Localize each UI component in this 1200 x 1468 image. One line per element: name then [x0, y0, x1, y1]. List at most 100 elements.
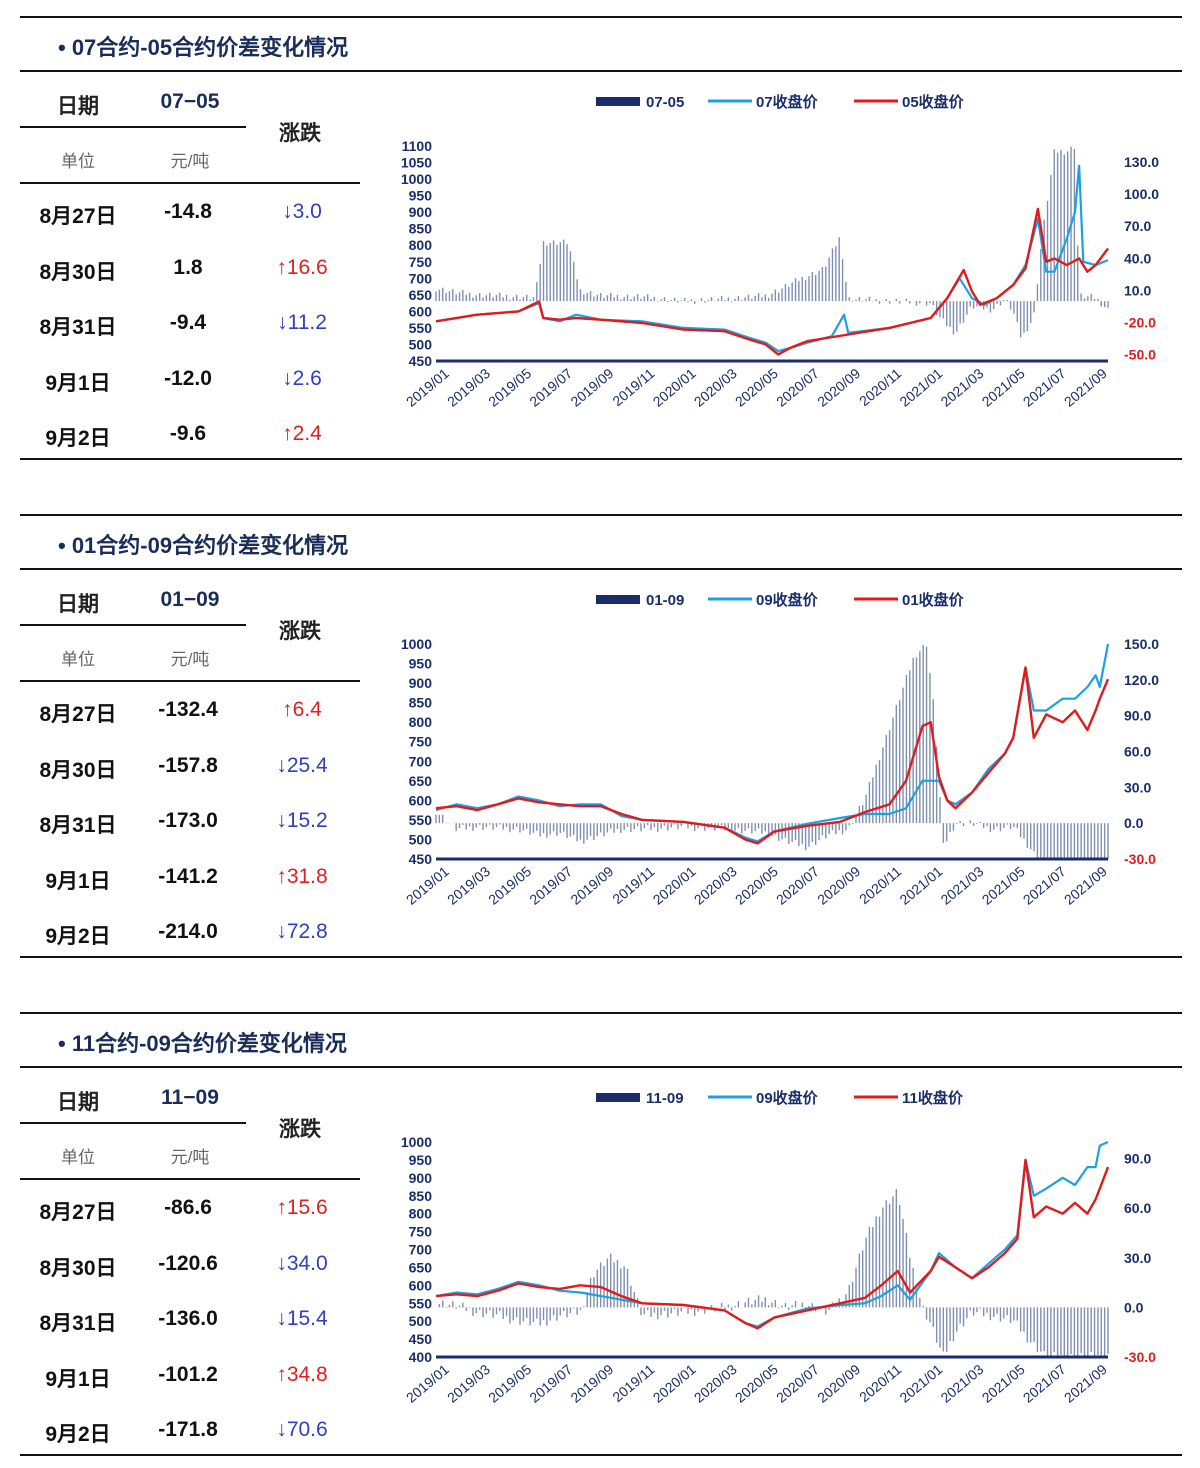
row-date: 8月27日: [39, 205, 117, 228]
header-spread: 01−09: [160, 588, 220, 611]
header-date: 日期: [57, 1091, 99, 1114]
right-axis-tick: 0.0: [1124, 1299, 1144, 1315]
x-axis-tick: 2019/01: [403, 863, 452, 908]
left-axis-tick: 950: [409, 656, 433, 672]
x-axis-tick: 2021/01: [896, 1361, 945, 1406]
header-unit-label: 单位: [61, 650, 95, 669]
header-change: 涨跌: [279, 1118, 321, 1141]
legend-blue-label: 07收盘价: [756, 93, 819, 111]
x-axis-tick: 2020/05: [732, 1361, 781, 1406]
left-axis-tick: 900: [409, 204, 433, 220]
section-title: • 11合约-09合约价差变化情况: [58, 1031, 347, 1056]
x-axis-tick: 2020/07: [773, 365, 822, 410]
row-change: ↓15.2: [252, 809, 352, 833]
x-axis-tick-group: 2021/05: [979, 1361, 1028, 1406]
x-axis-tick-group: 2021/05: [979, 863, 1028, 908]
legend-bar-label: 07-05: [646, 94, 684, 111]
x-axis-tick: 2019/09: [567, 863, 616, 908]
left-axis-tick: 600: [409, 1277, 433, 1293]
x-axis-tick: 2020/11: [856, 863, 904, 907]
right-axis-tick: 30.0: [1124, 779, 1151, 795]
left-axis-tick: 450: [409, 1331, 433, 1347]
change-value: 15.4: [286, 1307, 328, 1330]
change-value: 3.0: [292, 200, 322, 223]
series-line-red: [435, 1158, 1110, 1330]
left-axis-tick: 800: [409, 237, 433, 253]
arrow-down-icon: ↓: [282, 366, 293, 390]
left-axis-tick: 850: [409, 221, 433, 237]
x-axis-tick: 2021/07: [1020, 863, 1069, 908]
row-change: ↓3.0: [252, 200, 352, 224]
change-value: 72.8: [286, 920, 328, 943]
left-axis-tick: 1000: [401, 1134, 432, 1150]
row-value: -136.0: [158, 1307, 218, 1330]
change-value: 6.4: [292, 698, 322, 721]
x-axis-tick-group: 2021/09: [1061, 863, 1110, 908]
change-value: 2.6: [292, 366, 322, 390]
x-axis-tick-group: 2019/01: [403, 1361, 452, 1406]
row-date: 8月30日: [39, 260, 117, 284]
row-change: ↑2.4: [252, 422, 352, 446]
right-axis-tick: -30.0: [1124, 851, 1156, 867]
x-axis-tick: 2020/05: [732, 365, 781, 410]
x-axis-tick: 2020/03: [691, 1361, 740, 1406]
spread-bars: [435, 146, 1109, 338]
x-axis-tick-group: 2019/01: [403, 365, 452, 410]
left-axis-tick: 1050: [401, 155, 432, 171]
arrow-down-icon: ↓: [276, 1251, 287, 1275]
spread-bars: [435, 645, 1109, 859]
section-title-bar: • 11合约-09合约价差变化情况: [20, 1012, 1182, 1068]
x-axis-tick: 2019/11: [609, 863, 657, 907]
left-axis-tick: 950: [409, 188, 433, 204]
row-change: ↑6.4: [252, 698, 352, 722]
x-axis-tick-group: 2021/05: [979, 365, 1028, 410]
x-axis-tick: 2021/05: [979, 365, 1028, 410]
legend-red-label: 05收盘价: [902, 93, 965, 111]
row-value: -86.6: [164, 1196, 212, 1219]
left-axis-tick: 500: [409, 336, 433, 352]
change-value: 16.6: [286, 255, 328, 279]
x-axis-tick-group: 2020/11: [856, 1361, 904, 1405]
arrow-up-icon: ↑: [282, 698, 293, 721]
left-axis-tick: 650: [409, 287, 433, 303]
right-axis-tick: 40.0: [1124, 250, 1151, 266]
x-axis-tick: 2020/07: [773, 863, 822, 908]
section-title: • 01合约-09合约价差变化情况: [58, 533, 349, 558]
section-bottom-rule: [20, 458, 1182, 460]
row-value: -120.6: [158, 1251, 218, 1275]
row-change: ↑16.6: [252, 256, 352, 280]
section-bottom-rule: [20, 956, 1182, 958]
x-axis-tick: 2019/03: [444, 365, 493, 410]
x-axis-tick-group: 2019/05: [485, 863, 534, 908]
x-axis-tick-group: 2021/07: [1020, 1361, 1069, 1406]
chart-legend: 01-09 09收盘价 01收盘价: [596, 591, 965, 609]
row-date: 8月30日: [39, 758, 117, 782]
row-date: 8月31日: [39, 1312, 117, 1335]
chart: 07-05 07收盘价 05收盘价 4505005506006507007508008…: [401, 93, 1159, 410]
right-axis-tick: 90.0: [1124, 1151, 1151, 1167]
x-axis-tick: 2019/07: [526, 365, 575, 410]
row-value: -132.4: [158, 698, 218, 721]
x-axis-tick: 2021/09: [1061, 1361, 1110, 1406]
right-axis-tick: 70.0: [1124, 218, 1151, 234]
change-value: 34.0: [286, 1251, 328, 1275]
arrow-down-icon: ↓: [276, 1307, 287, 1330]
left-axis-tick: 500: [409, 831, 433, 847]
x-axis-tick-group: 2020/01: [650, 863, 699, 908]
right-axis-tick: 0.0: [1124, 815, 1144, 831]
arrow-down-icon: ↓: [276, 920, 287, 943]
arrow-down-icon: ↓: [276, 809, 287, 832]
x-axis-tick: 2020/03: [691, 863, 740, 908]
right-axis-tick: 10.0: [1124, 282, 1151, 298]
row-change: ↑15.6: [252, 1196, 352, 1220]
x-axis-tick: 2019/03: [444, 1361, 493, 1406]
arrow-down-icon: ↓: [282, 200, 293, 223]
header-date: 日期: [57, 95, 99, 118]
x-axis-tick-group: 2020/03: [691, 1361, 740, 1406]
x-axis-tick: 2019/05: [485, 863, 534, 908]
legend-bar-label: 01-09: [646, 592, 684, 609]
arrow-down-icon: ↓: [276, 753, 287, 777]
right-axis-tick: 150.0: [1124, 636, 1159, 652]
left-axis-tick: 600: [409, 792, 433, 808]
left-axis-tick: 850: [409, 1188, 433, 1204]
